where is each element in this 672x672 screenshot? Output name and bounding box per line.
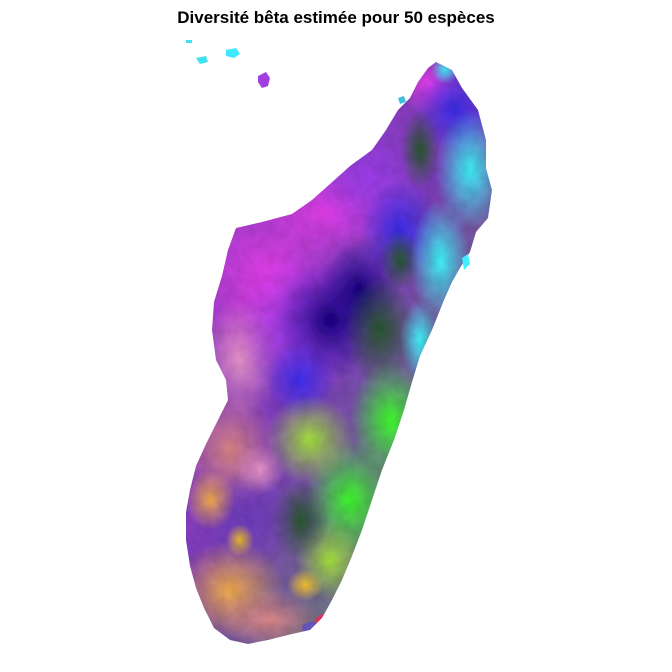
islet-northeast: [398, 96, 406, 104]
islet-northwest-3: [226, 48, 240, 58]
islet-east: [462, 254, 470, 270]
offshore-islets: [186, 40, 470, 270]
island-raster: [186, 62, 492, 644]
islet-nosy-be: [258, 72, 270, 88]
islet-northwest-2: [186, 40, 192, 43]
islet-northwest-1: [196, 56, 208, 64]
plot-title: Diversité bêta estimée pour 50 espèces: [177, 8, 495, 27]
